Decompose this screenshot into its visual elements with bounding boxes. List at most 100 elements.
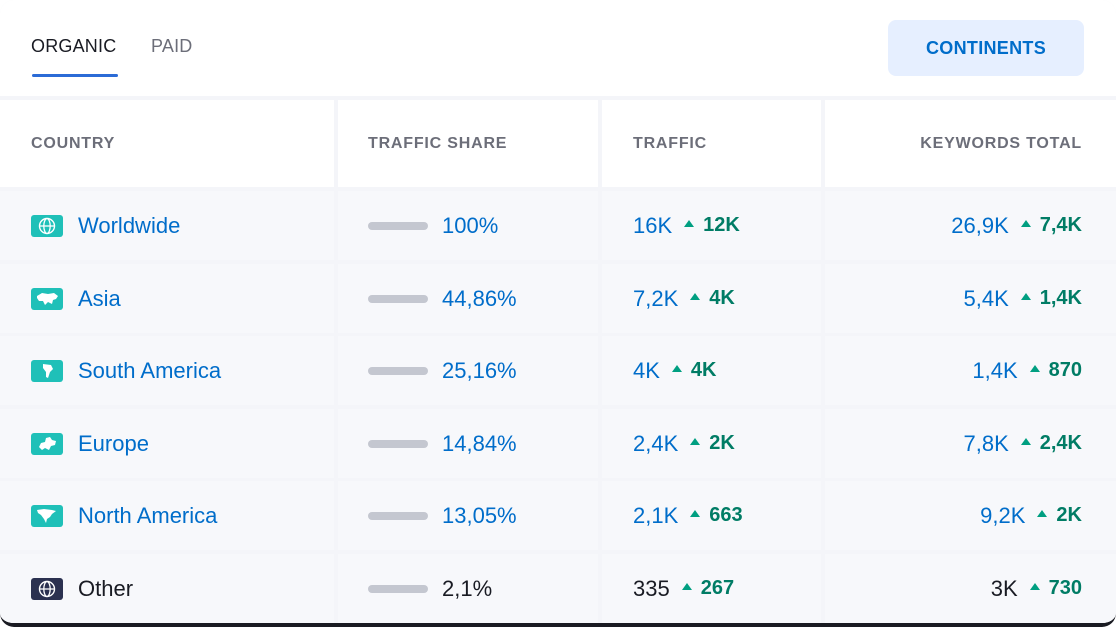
country-cell: Other [0, 554, 334, 623]
traffic-share-cell: 14,84% [338, 409, 598, 478]
traffic-cell: 2,1K 663 [602, 481, 821, 550]
region-name-link: Other [78, 575, 134, 601]
keywords-cell: 9,2K 2K [825, 481, 1116, 550]
keywords-value[interactable]: 26,9K [951, 212, 1009, 238]
traffic-cell: 7,2K 4K [602, 264, 821, 333]
column-header-country[interactable]: COUNTRY [0, 100, 334, 187]
globe-icon [31, 214, 63, 237]
region-name-link[interactable]: South America [78, 357, 222, 383]
north-america-map-icon [31, 504, 63, 527]
table-row: Other 2,1% 335 267 3K 730 [0, 554, 1116, 623]
keywords-delta: 1,4K [1039, 287, 1082, 309]
traffic-cell: 335 267 [602, 554, 821, 623]
traffic-cell: 16K 12K [602, 191, 821, 260]
trend-up-icon [1037, 510, 1048, 517]
traffic-share-cell: 44,86% [338, 264, 598, 333]
traffic-metric: 335 267 [633, 576, 734, 602]
keywords-cell: 26,9K 7,4K [825, 191, 1116, 260]
table-row: Europe 14,84% 2,4K 2K 7,8K 2,4K [0, 409, 1116, 478]
traffic-share-bar [368, 584, 428, 593]
keywords-metric: 7,8K 2,4K [963, 431, 1082, 457]
keywords-metric: 9,2K 2K [980, 503, 1082, 529]
traffic-share-cell: 100% [338, 191, 598, 260]
trend-up-icon [1020, 438, 1031, 445]
keywords-delta: 870 [1048, 359, 1082, 381]
tab-paid[interactable]: PAID [151, 36, 193, 56]
traffic-share-value[interactable]: 13,05% [442, 502, 517, 528]
table-row: Worldwide 100% 16K 12K 26,9K 7,4K [0, 191, 1116, 260]
table-row: North America 13,05% 2,1K 663 9,2K 2K [0, 481, 1116, 550]
traffic-value: 335 [633, 575, 670, 601]
traffic-share-value[interactable]: 25,16% [442, 357, 517, 383]
traffic-share-value[interactable]: 100% [442, 212, 499, 238]
traffic-share-bar [368, 439, 428, 448]
table-header-row: COUNTRY TRAFFIC SHARE TRAFFIC KEYWORDS T… [0, 100, 1116, 187]
traffic-cell: 4K 4K [602, 336, 821, 405]
traffic-delta: 12K [703, 214, 740, 236]
trend-up-icon [681, 583, 692, 590]
trend-up-icon [671, 365, 682, 372]
traffic-share-value[interactable]: 14,84% [442, 430, 517, 456]
country-cell: South America [0, 336, 334, 405]
traffic-value[interactable]: 4K [633, 357, 660, 383]
keywords-value: 3K [990, 575, 1018, 601]
traffic-delta: 267 [700, 577, 735, 599]
traffic-metric: 16K 12K [633, 213, 740, 239]
keywords-cell: 1,4K 870 [825, 336, 1116, 405]
keywords-value[interactable]: 1,4K [972, 357, 1018, 383]
trend-up-icon [690, 438, 701, 445]
column-header-keywords-total[interactable]: KEYWORDS TOTAL [825, 100, 1116, 187]
traffic-value[interactable]: 16K [633, 212, 673, 238]
traffic-share-cell: 2,1% [338, 554, 598, 623]
keywords-metric: 26,9K 7,4K [951, 213, 1082, 239]
column-header-traffic[interactable]: TRAFFIC [602, 100, 821, 187]
region-name-link[interactable]: Asia [78, 285, 121, 311]
country-cell: Asia [0, 264, 334, 333]
trend-up-icon [690, 510, 701, 517]
trend-up-icon [1029, 365, 1040, 372]
traffic-share-cell: 25,16% [338, 336, 598, 405]
card-header: ORGANIC PAID CONTINENTS [0, 0, 1116, 96]
keywords-value[interactable]: 5,4K [963, 285, 1009, 311]
country-cell: Worldwide [0, 191, 334, 260]
traffic-value[interactable]: 7,2K [633, 285, 679, 311]
trend-up-icon [1029, 583, 1040, 590]
keywords-metric: 1,4K 870 [972, 358, 1082, 384]
traffic-share-value: 2,1% [442, 575, 493, 601]
keywords-cell: 3K 730 [825, 554, 1116, 623]
traffic-delta: 2K [709, 432, 735, 454]
column-header-traffic-share[interactable]: TRAFFIC SHARE [338, 100, 598, 187]
tab-organic[interactable]: ORGANIC [31, 36, 119, 78]
table-row: Asia 44,86% 7,2K 4K 5,4K 1,4K [0, 264, 1116, 333]
traffic-share-bar [368, 366, 428, 375]
keywords-metric: 3K 730 [991, 576, 1082, 602]
keywords-value[interactable]: 9,2K [980, 502, 1026, 528]
europe-map-icon [31, 432, 63, 455]
keywords-delta: 2K [1056, 504, 1082, 526]
trend-up-icon [1020, 220, 1031, 227]
traffic-value[interactable]: 2,1K [633, 502, 679, 528]
traffic-delta: 4K [690, 359, 717, 381]
traffic-delta: 4K [709, 287, 735, 309]
trend-up-icon [684, 220, 695, 227]
traffic-metric: 4K 4K [633, 358, 717, 384]
keywords-value[interactable]: 7,8K [963, 430, 1009, 456]
south-america-map-icon [31, 359, 63, 382]
traffic-metric: 7,2K 4K [633, 286, 735, 312]
globe-dark-icon [31, 577, 63, 600]
region-name-link[interactable]: Worldwide [78, 212, 181, 238]
traffic-metric: 2,1K 663 [633, 503, 743, 529]
traffic-share-cell: 13,05% [338, 481, 598, 550]
region-name-link[interactable]: North America [78, 502, 218, 528]
traffic-share-value[interactable]: 44,86% [442, 285, 517, 311]
table-row: South America 25,16% 4K 4K 1,4K 870 [0, 336, 1116, 405]
traffic-share-bar [368, 221, 428, 230]
asia-map-icon [31, 287, 63, 310]
region-name-link[interactable]: Europe [78, 430, 149, 456]
keywords-delta: 7,4K [1039, 214, 1082, 236]
keywords-delta: 2,4K [1039, 432, 1082, 454]
continents-button[interactable]: CONTINENTS [888, 20, 1084, 76]
traffic-value[interactable]: 2,4K [633, 430, 679, 456]
traffic-share-bar [368, 294, 428, 303]
country-cell: Europe [0, 409, 334, 478]
